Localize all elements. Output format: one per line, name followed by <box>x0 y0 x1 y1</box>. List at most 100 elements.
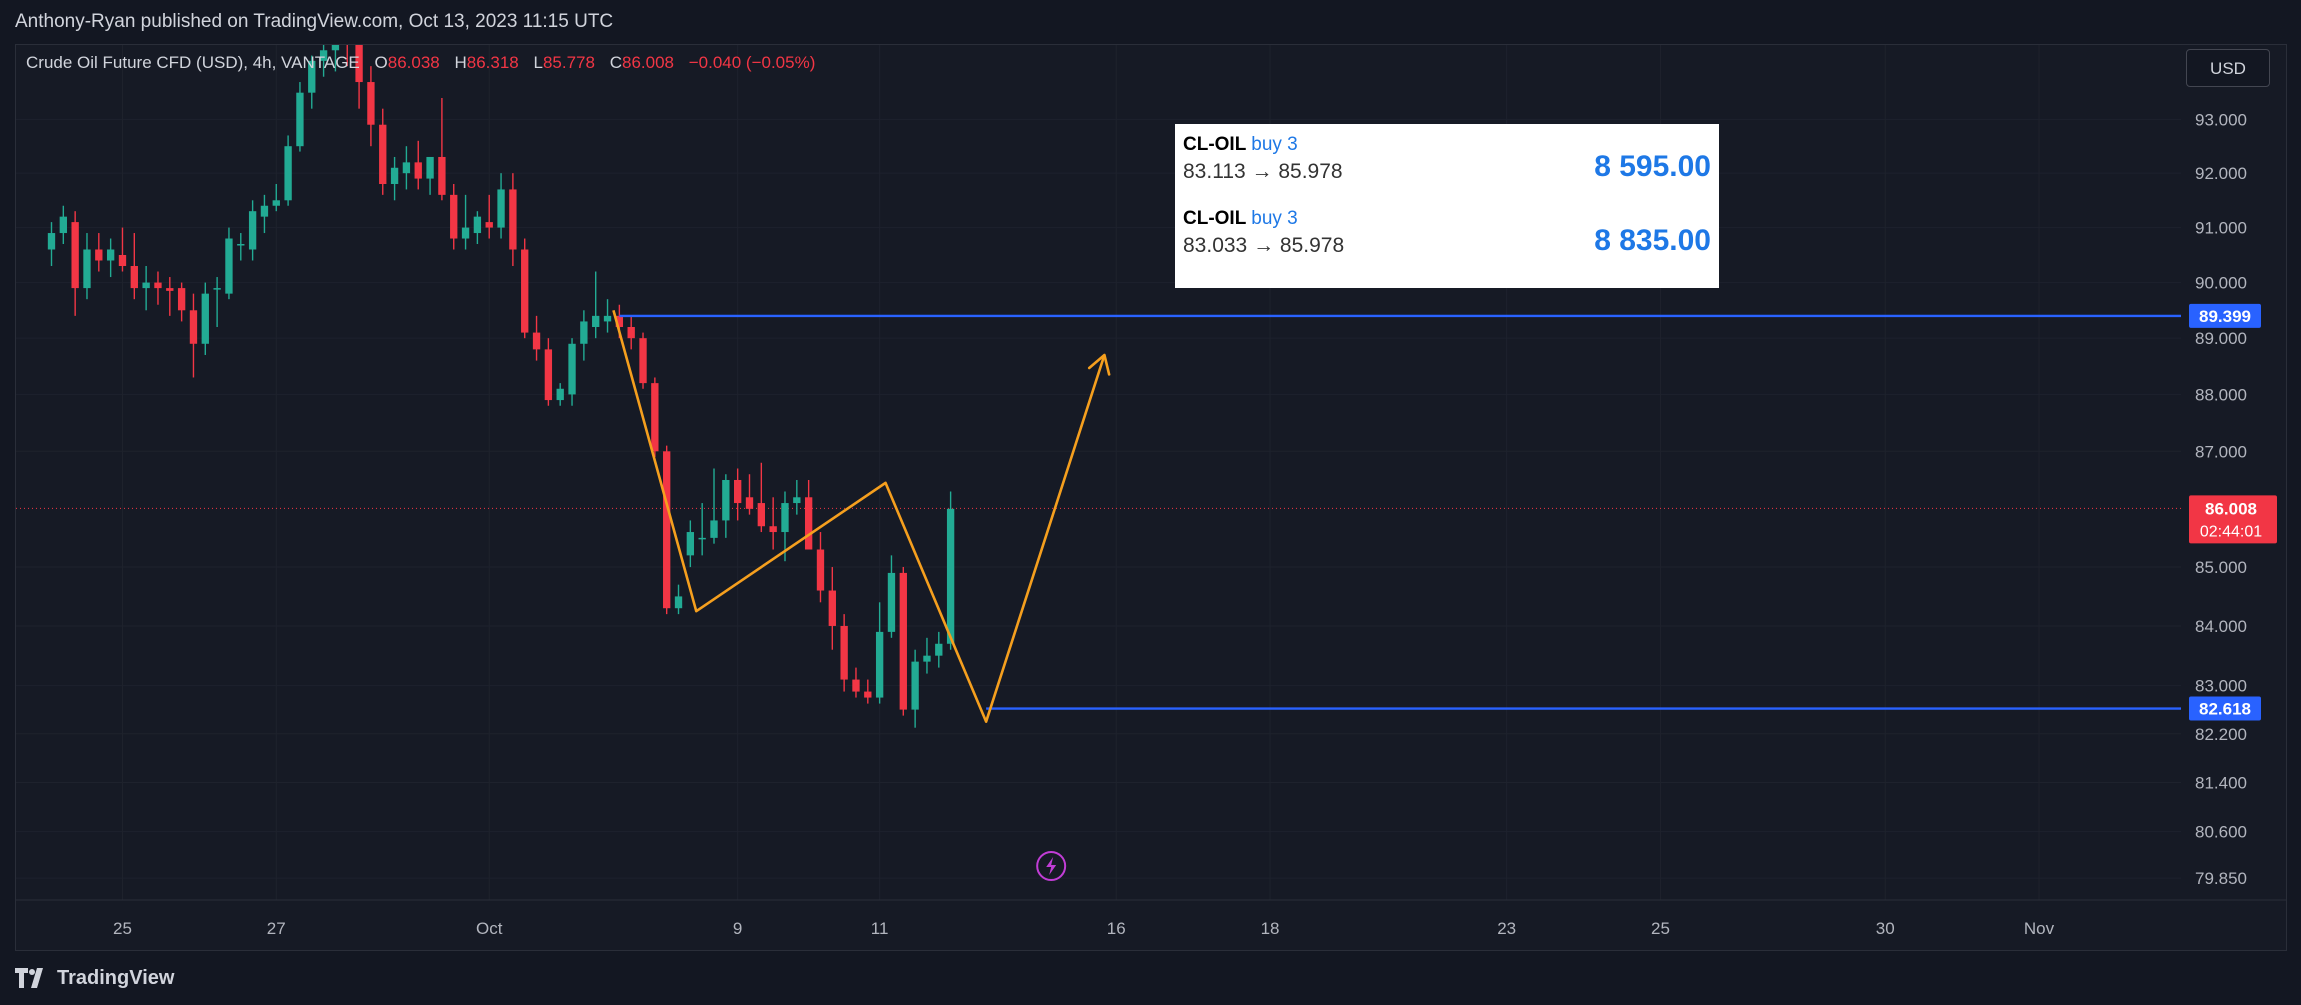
time-tick-label: 11 <box>871 919 889 938</box>
level-price-label: 82.618 <box>2199 700 2251 719</box>
candle-body <box>828 590 836 626</box>
price-tick-label: 84.000 <box>2195 617 2247 636</box>
price-tick-label: 85.000 <box>2195 558 2247 577</box>
candle-body <box>497 189 505 228</box>
price-tick-label: 83.000 <box>2195 677 2247 696</box>
candlestick-chart[interactable]: 94.00093.00092.00091.00090.00089.00088.0… <box>16 45 2286 950</box>
candle-body <box>71 222 79 289</box>
candle-body <box>438 156 446 195</box>
level-price-tag <box>2189 696 2261 721</box>
trade-profit: 8 595.00 <box>1594 150 1711 183</box>
trades-panel: CL-OIL buy 3 83.113 → 85.978 8 595.00 CL… <box>1175 124 1719 288</box>
candle-body <box>757 503 765 527</box>
trade-profit: 8 835.00 <box>1594 224 1711 257</box>
candle-body <box>461 227 470 239</box>
candle-body <box>663 451 671 609</box>
open-value: 86.038 <box>387 53 440 72</box>
candle-body <box>911 661 919 710</box>
last-price-label: 86.008 <box>2205 499 2257 518</box>
candle-body <box>130 266 138 289</box>
published-header: Anthony-Ryan published on TradingView.co… <box>0 0 2301 44</box>
candle-body <box>864 691 872 698</box>
candle-body <box>698 537 706 540</box>
candle-body <box>272 200 280 206</box>
trade-row: CL-OIL buy 3 83.033 → 85.978 8 835.00 <box>1183 208 1711 282</box>
candle-body <box>568 343 576 395</box>
candle-body <box>840 625 848 680</box>
candle-body <box>686 532 695 556</box>
trade-side: buy 3 <box>1251 208 1298 229</box>
high-label: H <box>454 53 467 72</box>
candle-body <box>769 526 777 533</box>
candle-body <box>402 162 411 174</box>
tradingview-name: TradingView <box>57 966 175 989</box>
candle-body <box>142 282 150 289</box>
candle-body <box>615 315 624 328</box>
trade-symbol: CL-OIL <box>1183 134 1246 155</box>
time-tick-label: 18 <box>1261 919 1280 938</box>
candle-body <box>319 50 328 61</box>
candle-body <box>710 520 718 538</box>
time-tick-label: 23 <box>1497 919 1516 938</box>
candle-body <box>95 249 103 261</box>
published-text: Anthony-Ryan published on TradingView.co… <box>15 11 614 32</box>
candle-body <box>544 349 553 401</box>
candle-body <box>793 497 801 504</box>
candle-body <box>875 631 884 698</box>
candle-body <box>733 479 742 504</box>
price-tick-label: 91.000 <box>2195 219 2247 238</box>
candle-body <box>426 156 434 179</box>
trade-symbol: CL-OIL <box>1183 208 1246 229</box>
lightning-bolt-icon <box>1046 857 1057 875</box>
high-value: 86.318 <box>466 53 519 72</box>
candle-body <box>580 321 588 344</box>
footer: TradingView <box>0 951 2301 1005</box>
trade-side: buy 3 <box>1251 134 1298 155</box>
time-tick-label: 9 <box>733 919 742 938</box>
level-price-label: 89.399 <box>2199 307 2251 326</box>
candle-body <box>450 194 458 239</box>
candle-body <box>627 327 635 339</box>
candle-body <box>47 233 56 250</box>
tradingview-logo[interactable]: TradingView <box>15 965 174 991</box>
level-price-tag <box>2189 303 2261 328</box>
pattern-zigzag <box>612 309 1106 723</box>
lightning-icon <box>1036 851 1067 881</box>
candle-body <box>213 288 221 290</box>
candle-body <box>852 679 860 692</box>
price-tick-label: 89.000 <box>2195 329 2247 348</box>
candle-body <box>639 338 647 384</box>
candle-body <box>603 315 612 322</box>
symbol-title: Crude Oil Future CFD (USD), 4h, VANTAGE <box>26 53 360 72</box>
candle-body <box>237 244 245 246</box>
candle-body <box>166 288 174 291</box>
candle-body <box>118 254 127 267</box>
candle-body <box>473 216 482 234</box>
candle-body <box>745 497 754 509</box>
chart-area[interactable]: 94.00093.00092.00091.00090.00089.00088.0… <box>15 44 2287 951</box>
low-value: 85.778 <box>542 53 595 72</box>
candle-body <box>379 124 387 185</box>
candle-body <box>225 238 233 294</box>
candle-body <box>284 146 292 201</box>
price-tick-label: 81.400 <box>2195 773 2247 792</box>
price-tick-label: 82.200 <box>2195 725 2247 744</box>
candle-body <box>781 503 789 533</box>
last-price-tag <box>2189 495 2277 544</box>
candle-body <box>355 45 363 83</box>
close-label: C <box>609 53 622 72</box>
candle-body <box>509 189 517 250</box>
candle-body <box>331 45 340 51</box>
candle-body <box>816 549 825 591</box>
change-value: −0.040 (−0.05%) <box>688 53 816 72</box>
price-tick-label: 79.850 <box>2195 869 2247 888</box>
price-tick-label: 92.000 <box>2195 164 2247 183</box>
currency-button[interactable]: USD <box>2186 49 2270 87</box>
candle-body <box>651 383 659 452</box>
countdown-label: 02:44:01 <box>2200 523 2262 540</box>
trade-row: CL-OIL buy 3 83.113 → 85.978 8 595.00 <box>1183 134 1711 208</box>
candle-body <box>485 222 493 228</box>
close-value: 86.008 <box>621 53 674 72</box>
candle-body <box>722 479 730 521</box>
trade-range: 83.113 → 85.978 <box>1183 160 1343 183</box>
